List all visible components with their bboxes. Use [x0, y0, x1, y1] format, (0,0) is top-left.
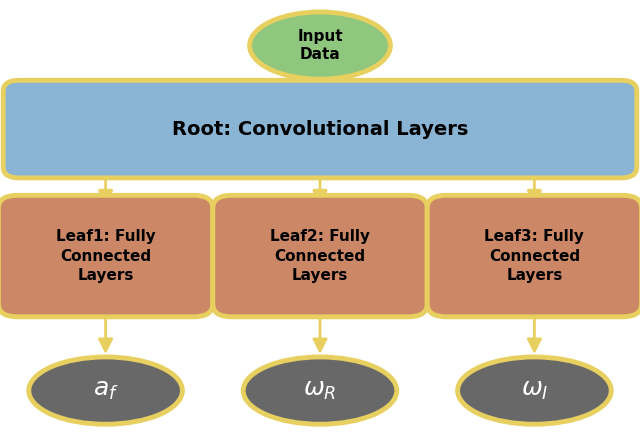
- Ellipse shape: [250, 12, 390, 79]
- FancyBboxPatch shape: [212, 195, 428, 317]
- Text: Leaf2: Fully
Connected
Layers: Leaf2: Fully Connected Layers: [270, 229, 370, 283]
- FancyBboxPatch shape: [3, 80, 637, 178]
- Text: Leaf1: Fully
Connected
Layers: Leaf1: Fully Connected Layers: [56, 229, 156, 283]
- Text: Input
Data: Input Data: [297, 29, 343, 62]
- FancyBboxPatch shape: [0, 195, 212, 317]
- Text: $a_f$: $a_f$: [93, 379, 118, 402]
- Ellipse shape: [29, 357, 182, 424]
- Text: $\omega_I$: $\omega_I$: [520, 379, 548, 402]
- FancyBboxPatch shape: [428, 195, 640, 317]
- Ellipse shape: [458, 357, 611, 424]
- Ellipse shape: [243, 357, 397, 424]
- Text: Root: Convolutional Layers: Root: Convolutional Layers: [172, 120, 468, 138]
- Text: $\omega_R$: $\omega_R$: [303, 379, 337, 402]
- Text: Leaf3: Fully
Connected
Layers: Leaf3: Fully Connected Layers: [484, 229, 584, 283]
